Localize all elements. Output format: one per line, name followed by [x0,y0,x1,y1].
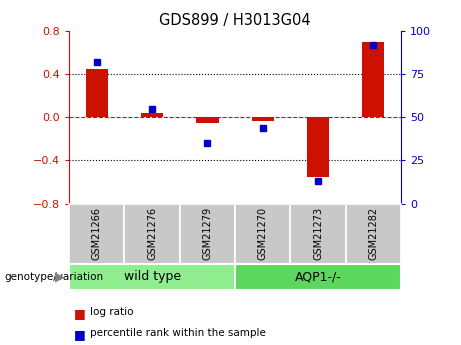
Bar [69,204,124,264]
Text: ▶: ▶ [55,270,65,283]
Bar [196,117,219,123]
Bar [307,117,329,177]
Bar [124,204,180,264]
Text: GSM21273: GSM21273 [313,207,323,260]
Title: GDS899 / H3013G04: GDS899 / H3013G04 [160,13,311,29]
Text: log ratio: log ratio [90,307,133,317]
Bar [235,264,401,290]
Text: genotype/variation: genotype/variation [5,272,104,282]
Bar [235,204,290,264]
Text: GSM21282: GSM21282 [368,207,378,260]
Text: wild type: wild type [124,270,181,283]
Text: GSM21276: GSM21276 [147,207,157,260]
Bar [180,204,235,264]
Bar [290,204,346,264]
Text: ■: ■ [74,307,85,320]
Text: AQP1-/-: AQP1-/- [295,270,342,283]
Text: percentile rank within the sample: percentile rank within the sample [90,328,266,338]
Text: GSM21266: GSM21266 [92,207,102,260]
Bar [362,42,384,117]
Text: ■: ■ [74,328,85,341]
Bar [252,117,274,120]
Bar [69,264,235,290]
Bar [346,204,401,264]
Bar [141,113,163,117]
Bar [86,69,108,117]
Text: GSM21279: GSM21279 [202,207,213,260]
Text: GSM21270: GSM21270 [258,207,268,260]
